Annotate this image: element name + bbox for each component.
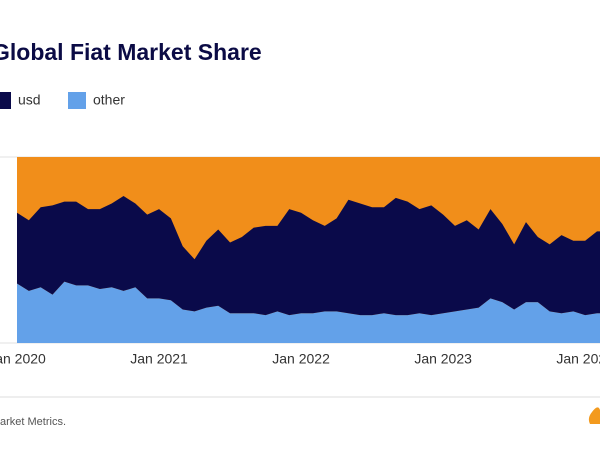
- logo: [588, 407, 600, 424]
- legend-label: usd: [18, 92, 41, 108]
- x-tick-label: Jan 2022: [272, 351, 330, 367]
- area: [17, 281, 600, 343]
- chart-title: Global Fiat Market Share: [0, 39, 262, 65]
- legend-label: other: [93, 92, 125, 108]
- area: [17, 196, 600, 316]
- legend-swatch: [0, 92, 11, 109]
- footer: arket Metrics.: [0, 416, 66, 428]
- x-tick-label: Jan 2020: [0, 351, 46, 367]
- x-tick-label: Jan 2021: [130, 351, 188, 367]
- x-tick-label: Jan 2024: [556, 351, 600, 367]
- x-tick-label: Jan 2023: [414, 351, 472, 367]
- legend-swatch: [68, 92, 86, 109]
